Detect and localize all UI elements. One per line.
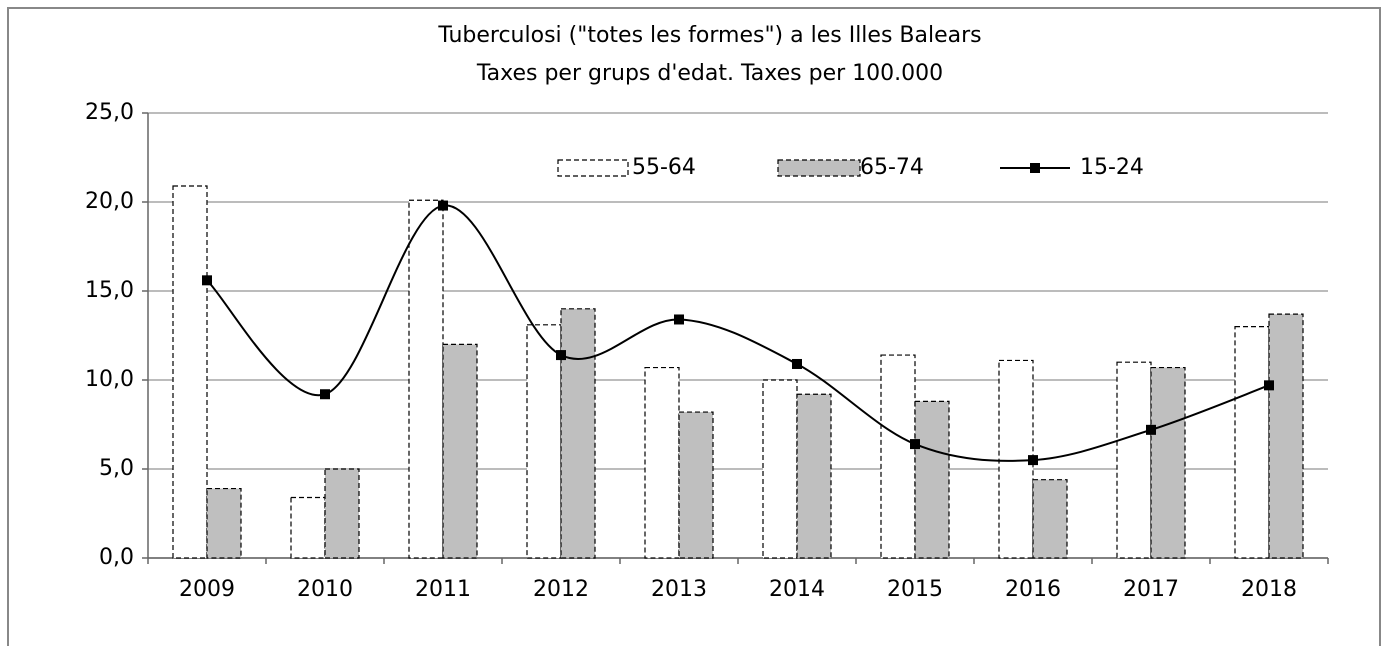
line-marker — [792, 358, 802, 369]
bar — [998, 359, 1034, 559]
line-marker — [556, 350, 566, 361]
chart-subtitle: Taxes per grups d'edat. Taxes per 100.00… — [476, 61, 943, 86]
x-tick-label: 2012 — [533, 577, 589, 602]
line-marker — [438, 200, 448, 211]
x-tick-label: 2011 — [415, 577, 471, 602]
bar — [206, 487, 242, 559]
x-tick-label: 2010 — [297, 577, 353, 602]
x-tick-label: 2009 — [179, 577, 235, 602]
bar — [1032, 479, 1068, 559]
bar — [796, 393, 832, 559]
x-tick-label: 2013 — [651, 577, 707, 602]
line-marker — [910, 439, 920, 450]
legend-swatch-marker — [1030, 163, 1040, 173]
bar — [914, 400, 950, 559]
bar — [172, 185, 208, 559]
y-tick-label: 10,0 — [85, 367, 134, 392]
bar — [442, 343, 478, 559]
bar — [762, 379, 798, 559]
x-tick-label: 2016 — [1005, 577, 1061, 602]
chart-title: Tuberculosi ("totes les formes") a les I… — [437, 23, 981, 48]
line — [206, 204, 1270, 462]
x-tick-label: 2018 — [1241, 577, 1297, 602]
line-marker — [1028, 455, 1038, 466]
legend-label: 65-74 — [860, 155, 924, 180]
legend-label: 15-24 — [1080, 155, 1144, 180]
bar — [324, 468, 360, 559]
y-tick-label: 25,0 — [85, 100, 134, 125]
x-tick-label: 2015 — [887, 577, 943, 602]
bar — [1268, 313, 1304, 559]
bar — [1150, 366, 1186, 559]
bar — [1116, 361, 1152, 559]
legend-swatch — [557, 159, 629, 177]
bar — [290, 496, 326, 559]
bar — [678, 411, 714, 559]
y-tick-label: 5,0 — [99, 456, 134, 481]
bar — [1234, 326, 1270, 559]
line-marker — [674, 314, 684, 325]
y-tick-label: 15,0 — [85, 278, 134, 303]
line-marker — [202, 275, 212, 286]
x-tick-label: 2014 — [769, 577, 825, 602]
bar — [880, 354, 916, 559]
bar — [644, 366, 680, 559]
x-tick-label: 2017 — [1123, 577, 1179, 602]
bar — [408, 199, 444, 559]
legend-label: 55-64 — [632, 155, 696, 180]
line-marker — [1146, 424, 1156, 435]
line-marker — [1264, 380, 1274, 391]
bar — [560, 308, 596, 559]
bar — [526, 324, 562, 559]
line-marker — [320, 389, 330, 400]
y-tick-label: 20,0 — [85, 189, 134, 214]
legend-swatch — [777, 159, 861, 177]
y-tick-label: 0,0 — [99, 545, 134, 570]
